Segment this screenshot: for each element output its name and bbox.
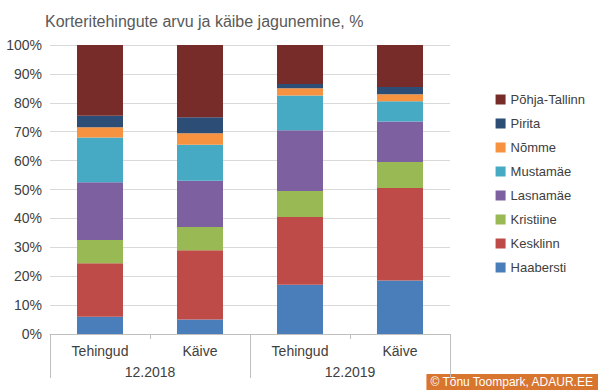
svg-text:30%: 30% xyxy=(14,239,42,255)
svg-text:100%: 100% xyxy=(6,37,42,53)
svg-text:Tehingud: Tehingud xyxy=(72,343,129,359)
svg-text:Haabersti: Haabersti xyxy=(511,260,567,275)
svg-text:40%: 40% xyxy=(14,210,42,226)
svg-text:70%: 70% xyxy=(14,124,42,140)
svg-text:Põhja-Tallinn: Põhja-Tallinn xyxy=(511,92,585,107)
svg-text:Tehingud: Tehingud xyxy=(272,343,329,359)
svg-text:50%: 50% xyxy=(14,182,42,198)
svg-text:12.2018: 12.2018 xyxy=(125,364,176,380)
svg-text:Korteritehingute arvu ja käibe: Korteritehingute arvu ja käibe jagunemin… xyxy=(45,13,363,30)
svg-text:© Tõnu Toompark, ADAUR.EE: © Tõnu Toompark, ADAUR.EE xyxy=(430,375,592,389)
svg-text:Lasnamäe: Lasnamäe xyxy=(511,188,572,203)
svg-text:0%: 0% xyxy=(22,326,42,342)
svg-text:12.2019: 12.2019 xyxy=(325,364,376,380)
svg-text:20%: 20% xyxy=(14,268,42,284)
svg-text:Kesklinn: Kesklinn xyxy=(511,236,560,251)
svg-text:Käive: Käive xyxy=(382,343,417,359)
svg-text:10%: 10% xyxy=(14,297,42,313)
svg-text:80%: 80% xyxy=(14,95,42,111)
svg-text:Pirita: Pirita xyxy=(511,116,541,131)
svg-text:Käive: Käive xyxy=(182,343,217,359)
svg-text:60%: 60% xyxy=(14,153,42,169)
svg-text:Kristiine: Kristiine xyxy=(511,212,557,227)
svg-text:90%: 90% xyxy=(14,66,42,82)
svg-text:Mustamäe: Mustamäe xyxy=(511,164,572,179)
svg-text:Nõmme: Nõmme xyxy=(511,140,557,155)
